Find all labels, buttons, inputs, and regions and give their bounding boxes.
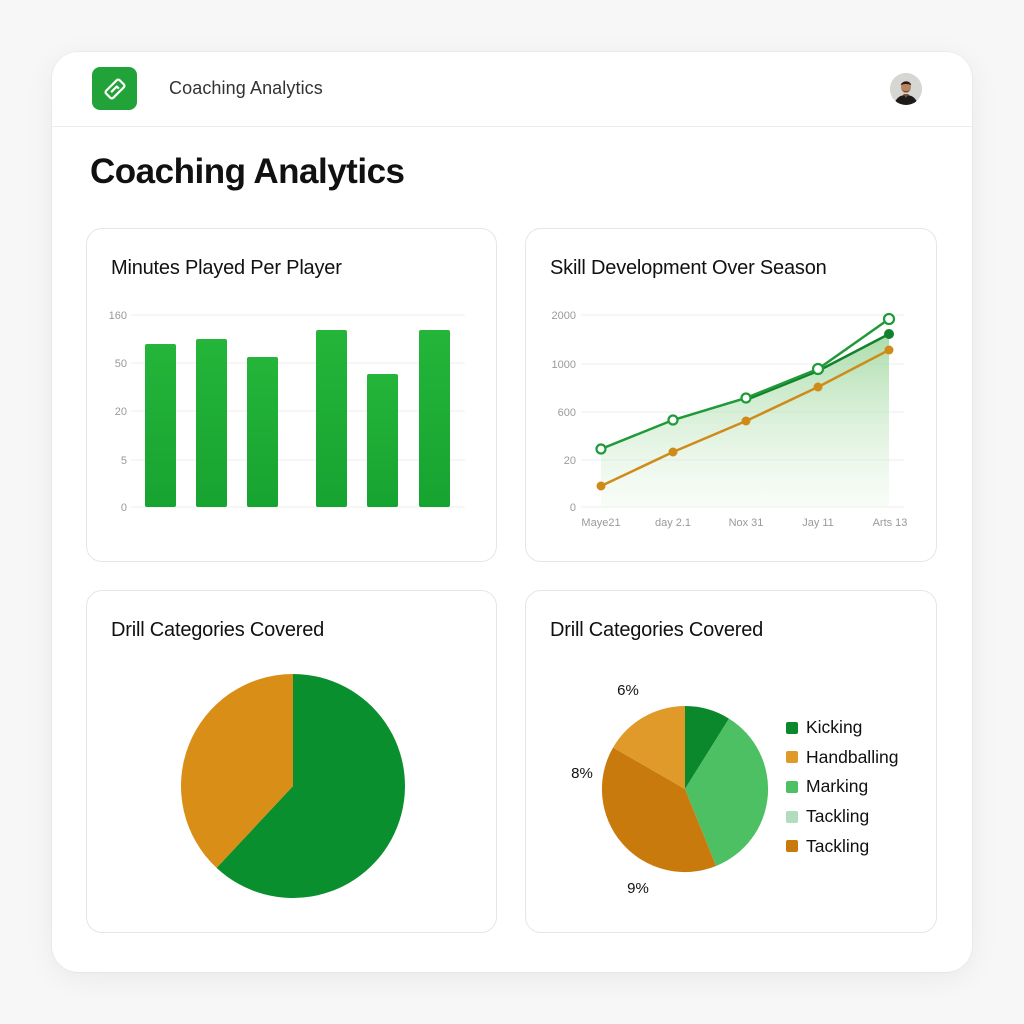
y-tick: 20 [564,455,576,467]
x-tick: Maye21 [581,517,620,529]
legend-swatch [786,780,798,793]
bar[interactable] [316,330,347,507]
y-tick: 50 [115,358,127,370]
legend-label: Kicking [806,717,863,738]
pie-annotation: 9% [627,880,649,897]
legend-item-handballing[interactable]: Handballing [786,743,898,773]
legend-label: Marking [806,776,869,797]
bar[interactable] [196,339,227,507]
y-tick: 20 [115,406,127,418]
card-title: Minutes Played Per Player [111,257,342,279]
minutes-bar-chart: 160 50 20 5 0 [109,310,465,514]
legend-label: Tackling [806,806,870,827]
bar[interactable] [247,357,278,507]
pie-annotation: 8% [571,765,593,782]
pie-slice-tackling[interactable] [601,747,717,873]
legend-item-kicking[interactable]: Kicking [786,713,898,743]
card-title: Drill Categories Covered [111,619,325,641]
legend-item-tackling-dark[interactable]: Tackling [786,831,898,861]
x-tick: Nox 31 [729,517,764,529]
drill-pie-chart-left [180,674,405,898]
page-title: Coaching Analytics [90,152,405,191]
legend-swatch [786,840,798,853]
drill-pie-chart-right: 6% 8% 9% [571,682,769,897]
bar[interactable] [145,344,176,507]
card-title: Skill Development Over Season [550,257,827,279]
skill-development-card: 2000 1000 600 20 0 Maye21 day 2.1 Nox [525,228,937,562]
legend-swatch [786,721,798,734]
bar[interactable] [367,374,398,507]
legend-label: Tackling [806,835,870,856]
minutes-played-card: 160 50 20 5 0 Minutes Played Per Playe [86,228,497,562]
legend-item-tackling-light[interactable]: Tackling [786,802,898,832]
bar[interactable] [419,330,450,507]
drill-categories-card-right: 6% 8% 9% Drill Categories Covered Kickin… [525,590,937,933]
app-title: Coaching Analytics [169,78,323,98]
legend-item-marking[interactable]: Marking [786,772,898,802]
pie-annotation: 6% [617,682,639,699]
legend-swatch [786,810,798,823]
x-tick: Arts 13 [873,517,908,529]
pie-slice-marking[interactable] [685,718,769,866]
legend-swatch [786,751,798,764]
app-window: Coaching Analytics Coaching Analytics [52,52,972,972]
pie-slice-green[interactable] [216,674,405,898]
y-tick: 1000 [552,359,576,371]
pie-slice-handballing[interactable] [613,706,685,789]
x-tick: day 2.1 [655,517,691,529]
y-tick: 2000 [552,310,576,322]
ticket-tag-icon[interactable] [92,67,137,110]
user-avatar[interactable] [890,73,922,105]
card-title: Drill Categories Covered [550,619,764,641]
legend-label: Handballing [806,746,899,767]
y-tick: 600 [558,407,576,419]
top-bar: Coaching Analytics [52,52,972,127]
y-tick: 0 [121,502,127,514]
y-tick: 160 [109,310,127,322]
x-tick: Jay 11 [802,517,834,529]
pie-legend: Kicking Handballing Marking Tackling Tac… [786,713,898,861]
skill-line-chart: 2000 1000 600 20 0 Maye21 day 2.1 Nox [552,310,908,529]
drill-categories-card-left: Drill Categories Covered [86,590,497,933]
y-tick: 5 [121,455,127,467]
pie-slice-orange[interactable] [180,674,293,868]
pie-slice-kicking[interactable] [685,706,729,789]
y-tick: 0 [570,502,576,514]
